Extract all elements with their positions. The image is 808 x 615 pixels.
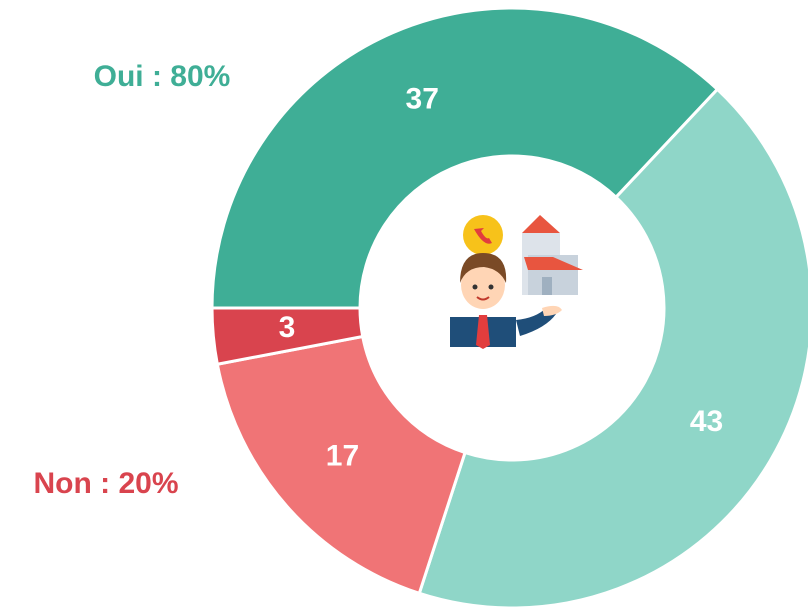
slice bbox=[210, 306, 365, 366]
data-label: 3 bbox=[279, 311, 296, 344]
slices bbox=[210, 6, 808, 610]
annotation: Oui : 80% bbox=[94, 60, 231, 93]
center-icon bbox=[450, 215, 583, 349]
slice bbox=[215, 334, 467, 596]
data-label: 17 bbox=[326, 439, 359, 472]
slice bbox=[210, 6, 720, 310]
annotation: Non : 20% bbox=[33, 467, 178, 500]
slice bbox=[417, 87, 808, 610]
data-label: 37 bbox=[406, 83, 439, 116]
data-label: 43 bbox=[690, 405, 723, 438]
